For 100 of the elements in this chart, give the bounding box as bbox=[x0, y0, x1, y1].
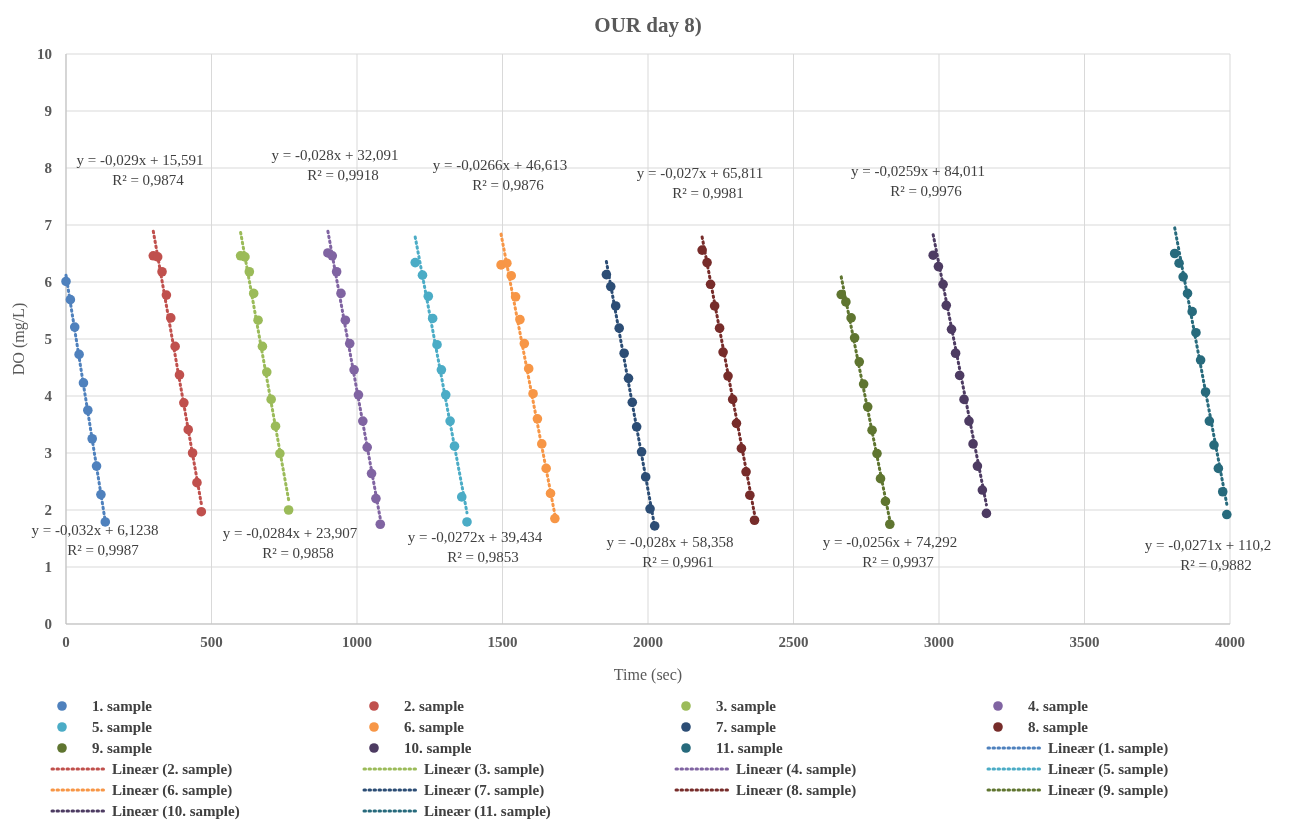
point bbox=[523, 363, 534, 374]
point bbox=[1222, 509, 1232, 520]
point bbox=[336, 288, 346, 299]
point bbox=[841, 297, 851, 307]
point bbox=[362, 442, 372, 453]
annotation: y = -0,0284x + 23,907 R² = 0,9858 bbox=[222, 525, 358, 561]
point bbox=[196, 506, 207, 517]
point bbox=[1169, 248, 1180, 259]
legend-label: Lineær (1. sample) bbox=[1048, 740, 1169, 757]
point bbox=[261, 367, 272, 377]
legend-label: Lineær (5. sample) bbox=[1048, 761, 1169, 778]
point bbox=[649, 521, 660, 531]
y-axis-title: DO (mg/L) bbox=[10, 302, 28, 376]
point bbox=[836, 289, 847, 300]
point bbox=[605, 281, 616, 292]
point bbox=[253, 315, 263, 325]
legend-label: Lineær (6. sample) bbox=[112, 782, 233, 799]
legend-label: 4. sample bbox=[1028, 698, 1089, 714]
point bbox=[854, 357, 865, 367]
annotation: y = -0,0266x + 46,613 R² = 0,9876 bbox=[432, 157, 568, 193]
legend-label: 10. sample bbox=[404, 740, 472, 756]
annotation: y = -0,0271x + 110,2 R² = 0,9882 bbox=[1144, 537, 1272, 573]
legend-label: Lineær (8. sample) bbox=[736, 782, 857, 799]
point bbox=[78, 378, 89, 388]
x-tick-label: 2500 bbox=[778, 634, 809, 650]
y-tick-label: 7 bbox=[44, 217, 53, 233]
point bbox=[283, 505, 294, 515]
point bbox=[718, 347, 728, 357]
legend-label: Lineær (3. sample) bbox=[424, 761, 545, 778]
x-tick-label: 4000 bbox=[1215, 634, 1245, 650]
legend-label: 9. sample bbox=[92, 740, 153, 756]
point bbox=[541, 463, 551, 474]
point bbox=[179, 398, 189, 408]
point bbox=[1182, 288, 1193, 299]
annotation: y = -0,0259x + 84,011 R² = 0,9976 bbox=[851, 163, 985, 199]
point bbox=[436, 364, 447, 375]
point bbox=[375, 519, 386, 530]
point bbox=[427, 313, 438, 324]
y-tick-label: 4 bbox=[44, 388, 53, 404]
point bbox=[959, 394, 969, 405]
point bbox=[170, 341, 180, 352]
point bbox=[933, 261, 944, 272]
legend-label: 5. sample bbox=[92, 719, 153, 735]
point bbox=[65, 294, 76, 305]
chart-title: OUR day 8) bbox=[594, 13, 702, 37]
legend-label: 6. sample bbox=[404, 719, 465, 735]
legend-label: Lineær (9. sample) bbox=[1048, 782, 1169, 799]
y-tick-label: 3 bbox=[44, 445, 52, 461]
point bbox=[954, 370, 965, 381]
y-tick-label: 2 bbox=[44, 502, 52, 518]
y-tick-label: 10 bbox=[37, 46, 52, 62]
point bbox=[702, 257, 712, 268]
point bbox=[69, 322, 80, 332]
point bbox=[946, 324, 957, 335]
point bbox=[161, 290, 172, 300]
point bbox=[100, 517, 111, 527]
point bbox=[614, 323, 624, 333]
point bbox=[96, 489, 106, 500]
point bbox=[885, 519, 895, 530]
point bbox=[510, 292, 521, 302]
y-tick-label: 6 bbox=[44, 274, 53, 290]
point bbox=[545, 488, 556, 499]
point bbox=[627, 397, 638, 408]
point bbox=[244, 266, 255, 277]
x-axis-title: Time (sec) bbox=[613, 666, 683, 684]
point bbox=[631, 421, 642, 432]
point bbox=[83, 405, 93, 416]
point bbox=[619, 348, 629, 359]
point bbox=[745, 490, 755, 500]
point bbox=[187, 448, 198, 458]
point bbox=[880, 496, 891, 507]
point bbox=[723, 371, 733, 381]
legend-label: 7. sample bbox=[716, 719, 777, 735]
point bbox=[645, 504, 655, 514]
x-tick-label: 3500 bbox=[1069, 634, 1100, 650]
point bbox=[1200, 387, 1211, 397]
annotation: y = -0,032x + 6,1238 R² = 0,9987 bbox=[31, 522, 159, 558]
point bbox=[331, 266, 342, 277]
point bbox=[87, 433, 97, 444]
point bbox=[623, 373, 634, 384]
point bbox=[697, 245, 707, 255]
point bbox=[968, 439, 978, 449]
annotation: y = -0,028x + 32,091 R² = 0,9918 bbox=[271, 147, 399, 183]
point bbox=[1217, 486, 1228, 497]
legend-label: 3. sample bbox=[716, 698, 777, 714]
point bbox=[862, 402, 873, 412]
x-tick-label: 500 bbox=[200, 634, 223, 650]
legend-label: Lineær (2. sample) bbox=[112, 761, 233, 778]
point bbox=[240, 252, 250, 262]
point bbox=[981, 508, 992, 519]
legend-label: Lineær (11. sample) bbox=[424, 803, 551, 820]
point bbox=[192, 477, 202, 488]
point bbox=[515, 314, 525, 325]
point bbox=[270, 421, 281, 432]
point bbox=[91, 461, 102, 471]
point bbox=[410, 257, 420, 268]
point bbox=[423, 291, 434, 302]
point bbox=[266, 394, 276, 405]
point bbox=[964, 416, 974, 426]
point bbox=[749, 515, 760, 526]
